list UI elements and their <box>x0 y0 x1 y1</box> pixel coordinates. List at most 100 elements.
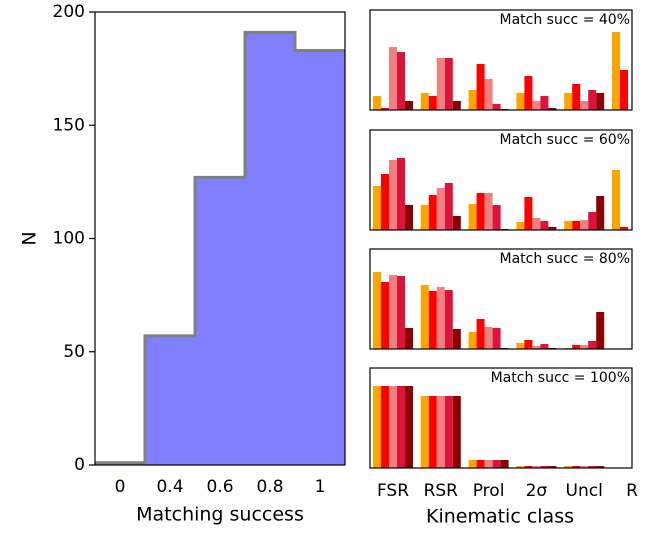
y-tick-label: 50 <box>63 342 85 362</box>
x-tick-label: 1 <box>315 477 326 497</box>
bar <box>580 220 589 230</box>
bar <box>516 343 525 349</box>
bar <box>532 466 541 468</box>
bar <box>540 221 549 230</box>
hist-bar <box>195 177 245 465</box>
bar <box>468 204 477 230</box>
bar <box>381 108 389 110</box>
bar <box>548 466 557 468</box>
bar <box>516 93 525 110</box>
bar <box>476 460 485 468</box>
bar <box>428 195 437 230</box>
bar <box>373 186 381 230</box>
bar <box>548 227 557 230</box>
x-tick-label: 0.8 <box>256 477 283 497</box>
x-tick-label: Uncl <box>566 481 603 501</box>
bar <box>381 282 389 349</box>
bar <box>452 329 461 349</box>
bar <box>444 396 453 468</box>
axes-frame <box>369 248 633 350</box>
bar <box>405 101 413 110</box>
bar <box>532 101 541 110</box>
panel-annotation: Match succ = 100% <box>491 370 630 386</box>
bar <box>444 183 453 230</box>
bar <box>397 276 405 349</box>
x-tick-label: 2σ <box>526 481 548 501</box>
bar <box>612 32 620 110</box>
bar <box>548 108 557 110</box>
bar <box>436 396 445 468</box>
bar <box>468 332 477 349</box>
bar <box>373 96 381 110</box>
bar <box>620 70 628 110</box>
bar <box>524 76 533 110</box>
bar <box>580 466 589 468</box>
bar <box>572 345 581 349</box>
panel-bars <box>373 272 605 349</box>
y-tick-label: 0 <box>74 455 85 475</box>
bar <box>492 205 501 230</box>
bar <box>500 460 509 468</box>
bar <box>476 319 485 349</box>
axes-frame <box>369 9 633 111</box>
bar <box>452 101 461 110</box>
bar <box>524 466 533 468</box>
axes-frame <box>369 367 633 469</box>
bar <box>596 196 605 230</box>
bar <box>476 64 485 110</box>
bar <box>492 328 501 349</box>
bar <box>596 93 605 110</box>
bar <box>389 47 397 110</box>
bar <box>588 90 597 110</box>
bar <box>612 170 620 230</box>
bar <box>420 285 429 349</box>
bar <box>444 58 453 110</box>
bar <box>620 227 628 230</box>
bar <box>428 396 437 468</box>
axes-frame <box>94 11 346 466</box>
bar <box>588 212 597 230</box>
x-tick-label: 0.4 <box>156 477 183 497</box>
bar <box>484 193 493 230</box>
bar <box>572 466 581 468</box>
bar <box>389 386 397 468</box>
y-tick-label: 100 <box>53 229 85 249</box>
bar <box>428 96 437 110</box>
bar <box>452 396 461 468</box>
bar <box>420 205 429 230</box>
bar <box>373 272 381 349</box>
bar <box>532 346 541 349</box>
panel-bars <box>373 158 628 230</box>
bar <box>596 466 605 468</box>
bar <box>476 193 485 230</box>
hist-outline <box>95 30 345 465</box>
bar <box>492 460 501 468</box>
hist-bar <box>245 32 295 465</box>
bar <box>588 341 597 349</box>
bar <box>405 205 413 230</box>
x-axis-label: Matching success <box>136 504 304 526</box>
x-tick-label: 0.6 <box>206 477 233 497</box>
hist-bar <box>295 50 345 465</box>
bar <box>580 101 589 110</box>
bar <box>540 344 549 349</box>
panel-bars <box>373 386 605 468</box>
panel-annotation: Match succ = 40% <box>500 12 630 28</box>
x-tick-label: FSR <box>377 481 409 501</box>
bar <box>468 460 477 468</box>
bar <box>572 221 581 230</box>
hist-bar <box>145 335 195 465</box>
y-axis-label: N <box>19 231 41 245</box>
bar <box>588 466 597 468</box>
bar <box>389 275 397 349</box>
bar <box>420 93 429 110</box>
x-tick-label: RSR <box>424 481 459 501</box>
bar <box>452 216 461 230</box>
axes-frame <box>369 129 633 231</box>
bar <box>444 290 453 349</box>
bar <box>564 93 573 110</box>
bar <box>405 328 413 349</box>
bar <box>492 104 501 110</box>
bar <box>484 79 493 110</box>
